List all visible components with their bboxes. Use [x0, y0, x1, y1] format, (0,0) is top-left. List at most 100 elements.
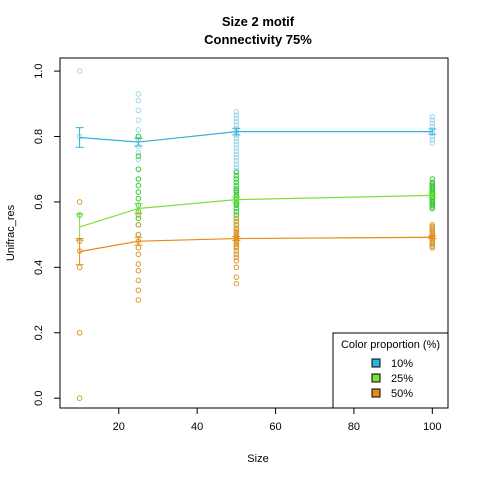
y-axis-label: Unifrac_res — [5, 204, 17, 261]
mean-line — [79, 236, 433, 253]
data-point — [135, 195, 142, 202]
error-bar — [134, 137, 143, 147]
data-point — [233, 280, 240, 287]
mean-line — [79, 130, 433, 143]
y-tick-label: 0.0 — [33, 391, 45, 406]
legend-swatch-2 — [371, 373, 381, 383]
error-bar — [75, 238, 84, 266]
data-point — [135, 215, 142, 222]
data-point — [233, 112, 240, 119]
x-tick-label: 60 — [269, 421, 281, 433]
data-point — [135, 244, 142, 251]
series-1 — [75, 68, 437, 174]
data-point — [233, 118, 240, 125]
data-point — [233, 135, 240, 141]
series-3 — [75, 199, 437, 401]
data-point — [233, 241, 240, 248]
data-point — [233, 154, 240, 161]
data-point — [135, 153, 142, 159]
error-bar — [75, 127, 84, 148]
mean-line — [79, 194, 433, 228]
error-bar — [428, 235, 437, 240]
data-point — [233, 148, 240, 155]
data-point — [135, 182, 142, 189]
data-point — [233, 205, 240, 212]
data-point — [233, 258, 240, 264]
plot-frame — [59, 57, 449, 409]
data-point — [135, 287, 142, 294]
data-point — [429, 117, 436, 123]
data-point — [135, 156, 142, 163]
data-point — [135, 176, 142, 182]
x-tick-label: 40 — [191, 421, 203, 433]
y-tick-label: 0.4 — [33, 260, 45, 275]
plot-area — [75, 68, 437, 401]
y-tick-label: 0.6 — [33, 194, 45, 209]
data-point — [135, 97, 142, 104]
data-point — [233, 145, 240, 151]
error-bar — [75, 213, 84, 241]
data-point — [429, 244, 436, 251]
data-point — [233, 244, 240, 251]
legend-title: Color proportion (%) — [341, 339, 440, 351]
data-point — [233, 251, 240, 258]
data-point — [429, 140, 436, 146]
data-point — [76, 395, 83, 401]
data-point — [233, 215, 240, 222]
data-point — [233, 161, 240, 168]
data-point — [429, 114, 436, 120]
data-point — [429, 120, 436, 127]
data-point — [135, 107, 142, 114]
data-point — [233, 141, 240, 148]
legend-swatch-1 — [371, 358, 381, 368]
data-point — [135, 277, 142, 284]
data-point — [233, 158, 240, 164]
data-point — [135, 231, 142, 238]
data-point — [429, 136, 436, 143]
data-point — [76, 264, 83, 271]
data-point — [135, 150, 142, 156]
data-point — [233, 172, 240, 179]
data-point — [233, 169, 240, 176]
error-bar — [232, 236, 241, 242]
data-point — [135, 251, 142, 258]
data-point — [233, 248, 240, 254]
data-point — [233, 109, 240, 115]
legend-label-2: 25% — [391, 373, 413, 385]
legend-label-3: 50% — [391, 388, 413, 400]
data-point — [233, 186, 240, 192]
data-point — [429, 243, 436, 249]
data-point — [76, 329, 83, 336]
data-point — [76, 199, 83, 205]
legend-box — [332, 332, 449, 409]
data-point — [135, 267, 142, 274]
data-point — [429, 202, 436, 208]
y-tick-label: 0.2 — [33, 325, 45, 340]
data-point — [135, 222, 142, 228]
data-point — [233, 274, 240, 280]
axes: 20 40 60 80 100 0.0 0.2 0.4 0.6 0.8 1.0 — [33, 57, 449, 433]
data-point — [233, 115, 240, 122]
data-point — [429, 241, 436, 248]
data-point — [233, 264, 240, 271]
data-point — [135, 261, 142, 267]
y-tick-label: 0.8 — [33, 129, 45, 144]
legend-swatch-3 — [371, 388, 381, 398]
data-point — [429, 204, 436, 210]
legend-label-1: 10% — [391, 358, 413, 370]
chart-subtitle: Connectivity 75% — [204, 32, 312, 47]
data-point — [233, 122, 240, 128]
data-point — [233, 202, 240, 208]
chart-title: Size 2 motif — [222, 14, 295, 29]
data-point — [135, 91, 142, 97]
data-point — [135, 189, 142, 195]
series-2 — [75, 133, 437, 241]
error-bar — [232, 196, 241, 203]
y-tick-label: 1.0 — [33, 63, 45, 78]
data-point — [233, 218, 240, 225]
error-bar — [232, 127, 241, 136]
legend: Color proportion (%) 10% 25% 50% — [332, 332, 449, 409]
data-point — [135, 117, 142, 123]
data-point — [135, 127, 142, 133]
